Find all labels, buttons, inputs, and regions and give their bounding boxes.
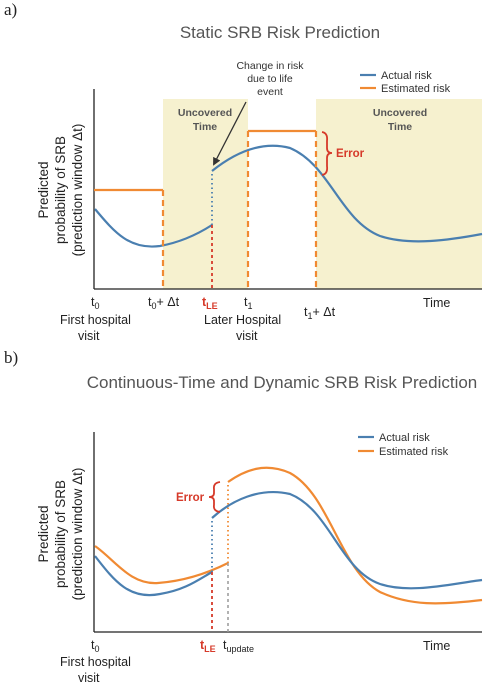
panel-a-t0-caption-line2: visit <box>78 329 100 343</box>
uncovered-region-2 <box>316 99 482 289</box>
panel-b-tick-t0: t0 <box>91 638 100 654</box>
panel-a-label: a) <box>4 0 17 19</box>
panel-a-annotation-arrow <box>213 101 247 166</box>
panel-b-legend-estimated: Estimated risk <box>379 446 449 458</box>
panel-b-actual-risk-before <box>94 555 213 597</box>
panel-b-y-label-line1: Predicted <box>36 505 51 562</box>
panel-b-tick-tle: tLE <box>200 638 216 654</box>
panel-b: b) Continuous-Time and Dynamic SRB Risk … <box>4 348 483 685</box>
panel-b-tick-tupdate: tupdate <box>223 638 254 654</box>
panel-a-error-label: Error <box>336 148 365 160</box>
panel-b-y-label-line2: probability of SRB <box>53 480 68 588</box>
uncovered-label-2-line2: Time <box>388 121 412 133</box>
panel-a-annotation-line2: due to life <box>247 73 293 85</box>
uncovered-region-1 <box>163 99 248 289</box>
panel-b-x-label: Time <box>423 639 450 653</box>
panel-b-error-brace <box>208 481 221 513</box>
panel-a-y-label-line2: probability of SRB <box>53 136 68 244</box>
uncovered-label-1-line1: Uncovered <box>178 107 232 119</box>
panel-b-title: Continuous-Time and Dynamic SRB Risk Pre… <box>87 373 478 392</box>
panel-a: a) Static SRB Risk Prediction Uncovered … <box>4 0 483 343</box>
uncovered-label-1-line2: Time <box>193 121 217 133</box>
panel-a-legend-actual: Actual risk <box>381 70 432 82</box>
panel-a-legend-estimated: Estimated risk <box>381 83 451 95</box>
panel-a-actual-risk-before-event <box>94 208 213 248</box>
panel-a-title: Static SRB Risk Prediction <box>180 23 380 42</box>
panel-a-tick-t0-plus-dt: t0+ Δt <box>148 295 180 311</box>
panel-a-y-label: Predicted probability of SRB (prediction… <box>36 124 85 257</box>
panel-a-tick-t0: t0 <box>91 295 100 311</box>
panel-b-y-label-line3: (prediction window Δt) <box>70 468 85 601</box>
panel-a-x-label: Time <box>423 296 450 310</box>
panel-a-y-label-line1: Predicted <box>36 161 51 218</box>
panel-a-tick-t1-plus-dt: t1+ Δt <box>304 305 336 321</box>
uncovered-label-2-line1: Uncovered <box>373 107 427 119</box>
panel-b-y-label: Predicted probability of SRB (prediction… <box>36 468 85 601</box>
panel-a-t1-caption-line1: Later Hospital <box>204 313 281 327</box>
panel-a-y-label-line3: (prediction window Δt) <box>70 124 85 257</box>
panel-b-t0-caption-line2: visit <box>78 671 100 685</box>
panel-a-t1-caption-line2: visit <box>236 329 258 343</box>
panel-b-legend-actual: Actual risk <box>379 432 430 444</box>
panel-b-error-label: Error <box>176 492 205 504</box>
panel-a-tick-tle: tLE <box>202 295 218 311</box>
panel-a-actual-risk-after-event <box>211 144 483 243</box>
panel-a-annotation-line3: event <box>257 86 283 98</box>
panel-a-annotation-line1: Change in risk <box>236 60 304 72</box>
panel-a-error-brace <box>321 131 333 176</box>
panel-b-t0-caption-line1: First hospital <box>60 655 131 669</box>
panel-b-estimated-risk-after <box>227 466 483 605</box>
panel-b-estimated-risk-before <box>94 545 229 585</box>
panel-a-tick-t1: t1 <box>244 295 253 311</box>
panel-b-label: b) <box>4 348 18 367</box>
panel-a-t0-caption-line1: First hospital <box>60 313 131 327</box>
panel-b-actual-risk-after <box>211 490 483 590</box>
